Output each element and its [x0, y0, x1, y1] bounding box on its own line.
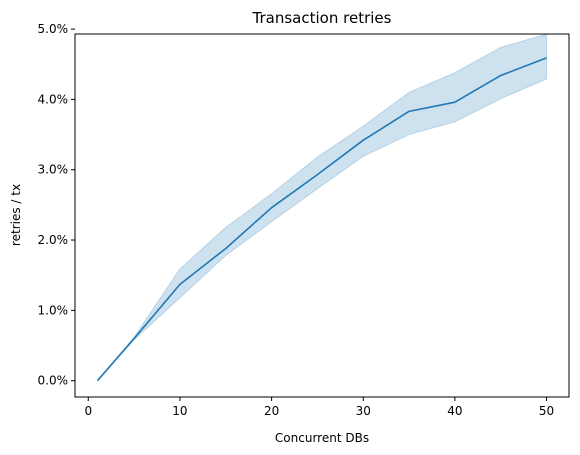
plot-area [96, 33, 548, 382]
x-tick-label: 10 [172, 404, 187, 418]
x-tick-label: 30 [356, 404, 371, 418]
y-tick-label: 1.0% [38, 303, 69, 317]
x-tick-label: 40 [447, 404, 462, 418]
plot-frame [74, 33, 570, 398]
x-tick-label: 0 [84, 404, 92, 418]
x-tick-label: 20 [264, 404, 279, 418]
y-tick-label: 5.0% [38, 22, 69, 36]
y-axis: 0.0% 1.0% 2.0% 3.0% 4.0% 5.0% [38, 22, 75, 388]
y-tick-label: 0.0% [38, 374, 69, 388]
y-axis-label: retries / tx [9, 184, 23, 246]
confidence-band [97, 33, 548, 382]
x-axis: 0 10 20 30 40 50 [84, 397, 554, 418]
y-tick-label: 4.0% [38, 92, 69, 106]
y-tick-label: 2.0% [38, 233, 69, 247]
chart-title: Transaction retries [252, 9, 392, 27]
series-line [96, 57, 547, 382]
x-axis-label: Concurrent DBs [275, 431, 369, 445]
x-tick-label: 50 [539, 404, 554, 418]
y-tick-label: 3.0% [38, 163, 69, 177]
